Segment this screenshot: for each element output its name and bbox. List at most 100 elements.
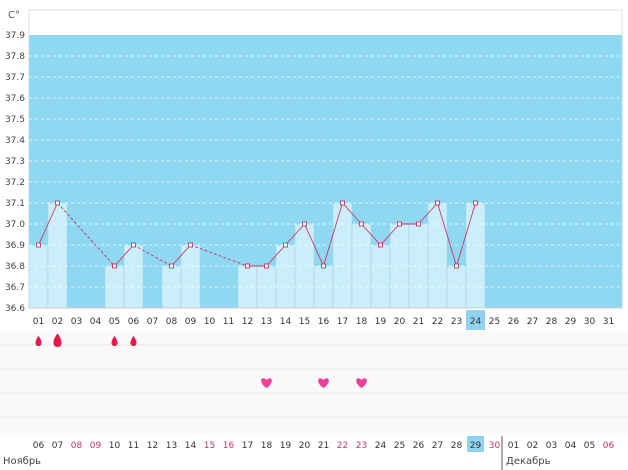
calendar-date-label: 05: [584, 441, 595, 451]
temperature-bar: [28, 244, 49, 309]
data-point: [55, 200, 60, 206]
series-segment: [437, 202, 457, 267]
cycle-day-label: 09: [185, 317, 197, 327]
temperature-bar: [275, 244, 296, 309]
calendar-date-label: 12: [147, 441, 158, 451]
calendar-date-label: 06: [603, 441, 615, 451]
series-segment: [171, 244, 191, 267]
cycle-day-label: 19: [375, 317, 387, 327]
series-segment: [342, 202, 362, 225]
calendar-date-label: 22: [337, 441, 348, 451]
data-point: [36, 242, 41, 248]
calendar-date-label: 01: [508, 441, 519, 451]
temperature-bar: [427, 202, 448, 309]
drop-icon: [111, 336, 118, 346]
heart-icon: [356, 378, 367, 388]
y-tick-label: 37.1: [5, 199, 25, 209]
data-point: [302, 221, 307, 227]
cycle-day-label: 21: [413, 317, 424, 327]
cycle-day-label: 24: [470, 317, 482, 327]
data-point: [378, 242, 383, 248]
drop-icon: [130, 336, 137, 346]
data-point: [397, 221, 402, 227]
data-point: [131, 242, 136, 248]
cycle-day-label: 26: [508, 317, 520, 327]
data-point: [454, 263, 459, 269]
series-segment: [266, 244, 286, 267]
calendar-date-label: 20: [299, 441, 311, 451]
drop-icon: [35, 336, 42, 346]
calendar-date-label: 09: [90, 441, 102, 451]
cycle-day-label: 05: [109, 317, 120, 327]
calendar-date-label: 26: [413, 441, 425, 451]
calendar-date-label: 15: [204, 441, 215, 451]
series-segment: [456, 202, 476, 267]
data-point: [340, 200, 345, 206]
y-tick-label: 37.4: [5, 136, 25, 146]
month-labels: Ноябрь Декабрь: [3, 456, 551, 467]
data-point: [473, 200, 478, 206]
y-unit-label: C°: [8, 10, 20, 21]
calendar-date-label: 03: [546, 441, 557, 451]
cycle-day-label: 23: [451, 317, 462, 327]
cycle-day-label: 18: [356, 317, 368, 327]
marker-area-bg: [0, 331, 628, 441]
cycle-day-label: 22: [432, 317, 443, 327]
series-segment: [380, 223, 400, 246]
calendar-date-label: 30: [489, 441, 501, 451]
cycle-day-label: 03: [71, 317, 82, 327]
y-tick-labels: 36.6 36.7 36.8 36.9 37.0 37.1 37.2 37.3 37.4 37.5…: [5, 31, 25, 314]
temperature-bar: [370, 244, 391, 309]
calendar-date-label: 04: [565, 441, 577, 451]
temperature-bar: [161, 265, 182, 309]
data-point: [435, 200, 440, 206]
calendar-date-label: 27: [432, 441, 443, 451]
temperature-bar: [389, 223, 410, 309]
calendar-date-label: 24: [375, 441, 387, 451]
y-tick-label: 36.7: [5, 283, 25, 293]
cycle-day-label: 07: [147, 317, 158, 327]
cycle-day-label: 13: [261, 317, 272, 327]
date-row-bg: [0, 433, 628, 470]
y-tick-label: 37.9: [5, 31, 25, 41]
data-point: [112, 263, 117, 269]
calendar-date-label: 13: [166, 441, 177, 451]
cycle-day-label: 20: [394, 317, 406, 327]
heart-icon: [318, 378, 329, 388]
data-point: [245, 263, 250, 269]
cycle-day-label: 08: [166, 317, 178, 327]
series-segment: [418, 202, 438, 225]
cycle-day-label: 01: [33, 317, 44, 327]
series-segment: [323, 202, 343, 267]
calendar-date-label: 25: [394, 441, 405, 451]
cycle-day-label: 02: [52, 317, 63, 327]
marker-rows: [0, 331, 628, 441]
cycle-day-label: 11: [223, 317, 234, 327]
data-point: [416, 221, 421, 227]
heart-icon: [261, 378, 272, 388]
series-segment: [38, 202, 58, 246]
cycle-day-label: 04: [90, 317, 102, 327]
data-point: [188, 242, 193, 248]
series-segment: [57, 202, 115, 267]
cycle-day-label: 25: [489, 317, 500, 327]
current-date-highlight: [467, 436, 484, 452]
cycle-day-label: 12: [242, 317, 253, 327]
data-point: [283, 242, 288, 248]
cycle-day-label: 31: [603, 317, 614, 327]
calendar-date-label: 08: [71, 441, 83, 451]
series-segment: [133, 244, 172, 267]
calendar-date-label: 28: [451, 441, 463, 451]
temperature-bar: [465, 202, 486, 309]
cycle-day-label: 14: [280, 317, 292, 327]
y-tick-label: 37.0: [5, 220, 25, 230]
calendar-date-label: 02: [527, 441, 538, 451]
drop-icon: [53, 333, 62, 348]
plot-area: [28, 9, 623, 309]
y-tick-label: 37.2: [5, 178, 25, 188]
data-point: [321, 263, 326, 269]
month-label: Декабрь: [506, 456, 551, 467]
current-day-highlight: [466, 310, 485, 330]
y-tick-label: 37.6: [5, 94, 25, 104]
